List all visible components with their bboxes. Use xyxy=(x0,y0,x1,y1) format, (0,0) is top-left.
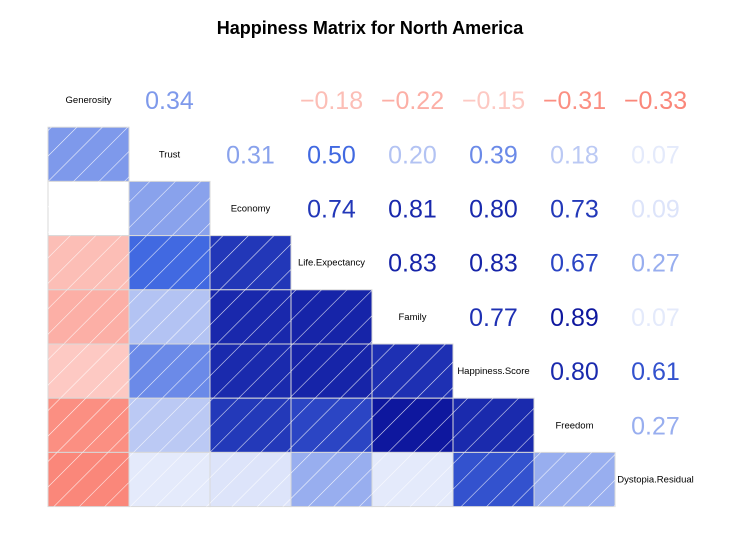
coefficient-label: 0.77 xyxy=(469,304,518,332)
coefficient-label: 0.80 xyxy=(469,196,518,224)
heatmap-cell-hatch xyxy=(129,181,210,236)
heatmap-cell-hatch xyxy=(210,289,291,344)
coefficient-label: 0.74 xyxy=(307,196,356,224)
coefficient-label: 0.89 xyxy=(550,304,599,332)
coefficient-label: 0.80 xyxy=(550,358,599,386)
heatmap-cell-hatch xyxy=(210,235,291,290)
variable-label: Dystopia.Residual xyxy=(617,475,694,486)
heatmap-cell-hatch xyxy=(129,398,210,453)
heatmap-cell-hatch xyxy=(48,344,129,399)
coefficient-label: 0.07 xyxy=(631,304,680,332)
heatmap-cell-hatch xyxy=(48,398,129,453)
coefficient-label: 0.39 xyxy=(469,141,518,169)
coefficient-label: 0.07 xyxy=(631,141,680,169)
heatmap-cell-hatch xyxy=(48,452,129,507)
heatmap-cell-hatch xyxy=(210,452,291,507)
heatmap-cell-hatch xyxy=(291,398,372,453)
variable-label: Economy xyxy=(231,204,271,215)
heatmap-cell-hatch xyxy=(372,452,453,507)
heatmap-cell-hatch xyxy=(48,235,129,290)
coefficient-label: 0.18 xyxy=(550,141,599,169)
coefficient-label: 0.20 xyxy=(388,141,437,169)
variable-labels: Generosity Trust Economy Life.Expectancy Fam… xyxy=(66,95,694,485)
coefficient-label: −0.15 xyxy=(462,87,525,115)
coefficient-label: 0.73 xyxy=(550,196,599,224)
coefficient-label: −0.18 xyxy=(300,87,363,115)
coefficient-label: 0.67 xyxy=(550,250,599,278)
coefficient-label: 0.31 xyxy=(226,141,275,169)
variable-label: Trust xyxy=(159,149,181,160)
heatmap-cell-hatch xyxy=(453,398,534,453)
heatmap-cell-hatch xyxy=(48,181,129,236)
coefficient-label: 0.27 xyxy=(631,412,680,440)
chart-title: Happiness Matrix for North America xyxy=(217,18,524,38)
heatmap-cell-hatch xyxy=(129,289,210,344)
heatmap-cell-hatch xyxy=(129,235,210,290)
coefficient-label: 0.61 xyxy=(631,358,680,386)
coefficient-label: −0.22 xyxy=(381,87,444,115)
variable-label: Freedom xyxy=(555,420,593,431)
heatmap-cell-hatch xyxy=(453,452,534,507)
heatmap-cell-hatch xyxy=(129,344,210,399)
coefficient-label: 0.27 xyxy=(631,250,680,278)
coefficient-label: 0.50 xyxy=(307,141,356,169)
heatmap-cell-hatch xyxy=(48,127,129,182)
variable-label: Generosity xyxy=(66,95,112,106)
heatmap-cell-hatch xyxy=(291,289,372,344)
coefficient-labels: 0.34 0.00 −0.18 −0.22 −0.15 −0.31 −0.33 0.31 0.5… xyxy=(145,87,687,440)
variable-label: Life.Expectancy xyxy=(298,258,365,269)
coefficient-label: 0.09 xyxy=(631,196,680,224)
heatmap-cell-hatch xyxy=(534,452,615,507)
heatmap-cell-hatch xyxy=(372,344,453,399)
coefficient-label: 0.00 xyxy=(226,87,275,115)
coefficient-label: 0.83 xyxy=(388,250,437,278)
coefficient-label: −0.31 xyxy=(543,87,606,115)
coefficient-label: 0.34 xyxy=(145,87,194,115)
variable-label: Happiness.Score xyxy=(457,366,529,377)
heatmap-cell-hatch xyxy=(210,398,291,453)
matrix-cells xyxy=(47,126,616,508)
heatmap-cell-hatch xyxy=(291,344,372,399)
heatmap-cell-hatch xyxy=(372,398,453,453)
heatmap-cell-hatch xyxy=(291,452,372,507)
heatmap-cell-hatch xyxy=(48,289,129,344)
coefficient-label: −0.33 xyxy=(624,87,687,115)
coefficient-label: 0.83 xyxy=(469,250,518,278)
variable-label: Family xyxy=(399,312,427,323)
heatmap-cell-hatch xyxy=(129,452,210,507)
coefficient-label: 0.81 xyxy=(388,196,437,224)
heatmap-cell-hatch xyxy=(210,344,291,399)
